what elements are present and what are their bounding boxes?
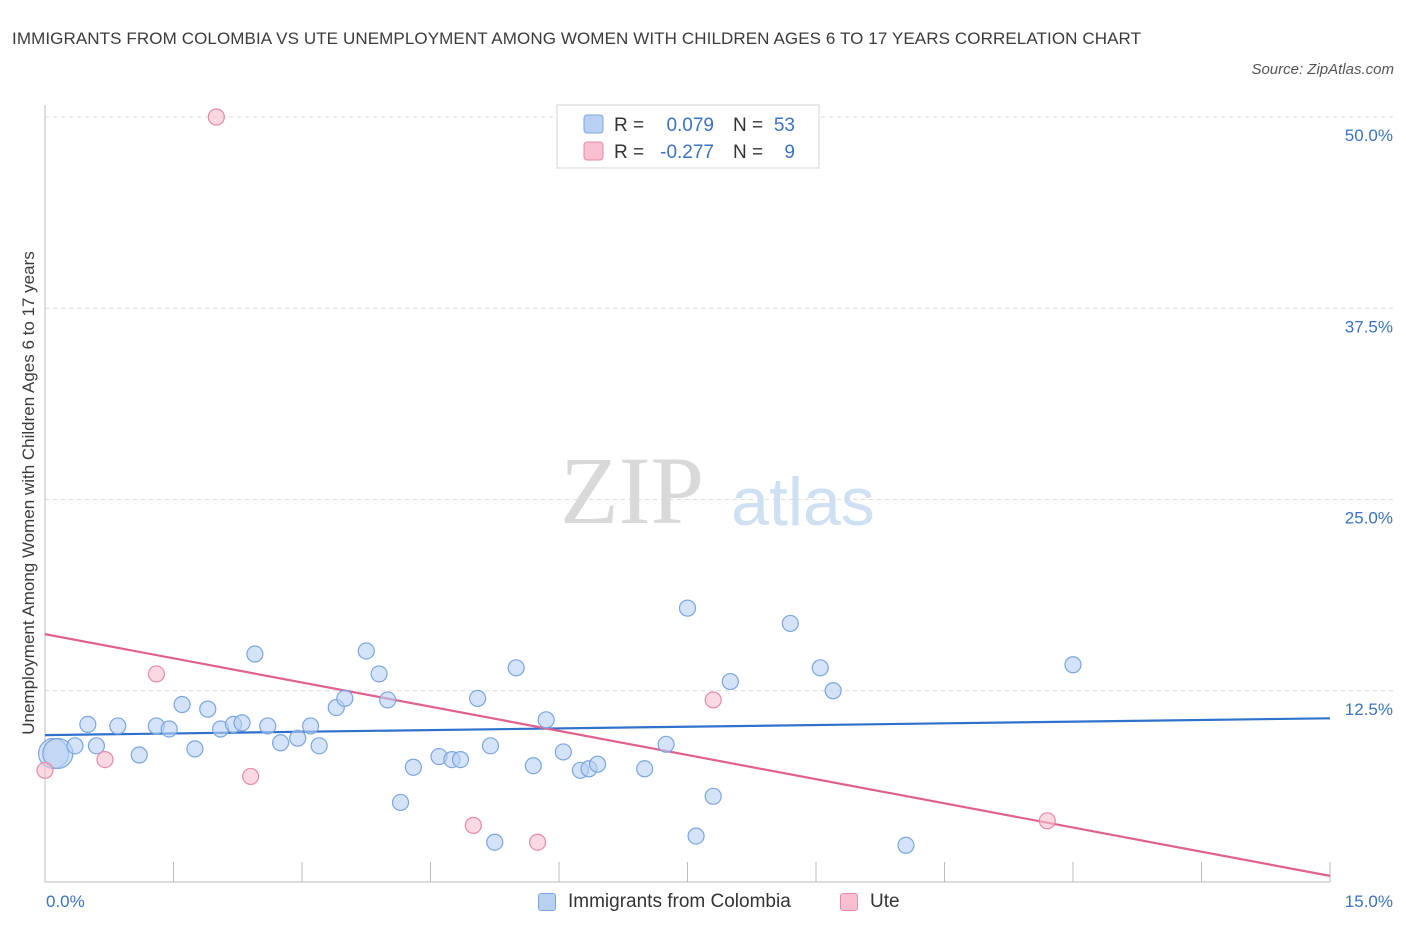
point-blue-16: [259, 717, 277, 735]
data-points: [36, 108, 1082, 854]
point-blue-43: [678, 599, 697, 617]
legend-r-value-blue: 0.079: [666, 115, 714, 136]
legend-r-label-pink: R =: [614, 142, 644, 163]
point-pink-4: [242, 767, 260, 786]
legend-n-label-pink: N =: [733, 142, 763, 163]
point-pink-5: [464, 816, 482, 834]
point-blue-49: [824, 682, 842, 700]
point-blue-30: [451, 750, 470, 769]
point-blue-36: [537, 711, 555, 729]
point-blue-9: [173, 695, 191, 714]
point-blue-3: [79, 715, 97, 734]
point-blue-32: [481, 737, 500, 755]
tick-labels: 12.5% 25.0% 37.5% 50.0% 0.0% 15.0%: [46, 126, 1393, 911]
legend-r-value-pink: -0.277: [660, 142, 714, 163]
point-blue-40: [588, 755, 607, 773]
y-tick-label-3: 50.0%: [1345, 126, 1393, 145]
legend-label-colombia: Immigrants from Colombia: [568, 891, 791, 912]
correlation-legend: R = 0.079 N = 53 R = -0.277 N = 9: [556, 104, 820, 169]
point-blue-14: [233, 714, 251, 732]
point-blue-6: [130, 746, 148, 764]
point-blue-50: [897, 836, 915, 854]
chart-source: Source: ZipAtlas.com: [1251, 61, 1394, 78]
point-blue-4: [87, 737, 106, 755]
point-blue-15: [246, 645, 264, 663]
chart-title: IMMIGRANTS FROM COLOMBIA VS UTE UNEMPLOY…: [12, 29, 1142, 48]
point-blue-22: [336, 689, 354, 708]
point-blue-44: [687, 827, 705, 845]
point-blue-10: [186, 740, 204, 758]
point-blue-20: [310, 737, 328, 755]
y-tick-label-2: 37.5%: [1345, 317, 1393, 336]
point-blue-27: [404, 758, 422, 776]
point-pink-6: [528, 833, 547, 851]
trend-lines: [44, 633, 1331, 877]
legend-swatch-blue: [583, 114, 604, 134]
point-pink-8: [1038, 812, 1056, 830]
point-blue-8: [160, 720, 178, 738]
legend-item-ute[interactable]: Ute: [840, 888, 900, 916]
point-blue-11: [199, 700, 217, 718]
point-blue-51: [1064, 656, 1082, 674]
watermark-zip: ZIP: [560, 437, 704, 544]
trend-line-pink: [44, 633, 1331, 877]
point-blue-23: [357, 642, 375, 660]
watermark: ZIP atlas: [560, 437, 875, 544]
point-blue-24: [370, 665, 388, 683]
grid-lines: [45, 116, 1395, 692]
legend-swatch-pink: [583, 141, 604, 161]
point-blue-31: [469, 689, 487, 708]
point-blue-42: [657, 735, 675, 753]
legend-item-colombia[interactable]: Immigrants from Colombia: [538, 888, 791, 916]
point-blue-5: [109, 717, 127, 735]
point-blue-17: [271, 734, 290, 752]
legend-n-label-blue: N =: [733, 115, 763, 136]
point-blue-47: [781, 614, 799, 633]
point-pink-1: [96, 750, 114, 769]
point-blue-45: [704, 787, 722, 805]
point-blue-41: [636, 760, 654, 778]
point-blue-46: [721, 672, 739, 691]
point-blue-48: [811, 659, 829, 677]
trend-line-blue: [44, 717, 1331, 737]
point-blue-2: [66, 737, 84, 755]
point-blue-34: [507, 659, 525, 677]
x-tick-label-0: 0.0%: [46, 892, 85, 911]
point-pink-2: [147, 665, 165, 683]
legend-n-value-blue: 53: [774, 115, 795, 136]
point-blue-19: [301, 717, 320, 735]
y-tick-label-1: 25.0%: [1345, 509, 1393, 528]
point-blue-37: [554, 743, 572, 761]
legend-n-value-pink: 9: [784, 142, 795, 163]
point-pink-0: [36, 761, 54, 779]
y-tick-label-0: 12.5%: [1345, 700, 1393, 719]
legend-r-label-blue: R =: [614, 115, 644, 136]
legend-label-ute: Ute: [870, 891, 900, 912]
point-blue-35: [524, 757, 542, 775]
legend-swatch-ute: [840, 893, 858, 911]
point-blue-25: [379, 691, 397, 709]
point-blue-26: [391, 793, 410, 812]
y-axis-label: Unemployment Among Women with Children A…: [19, 251, 38, 735]
legend-swatch-colombia: [538, 893, 556, 911]
point-pink-7: [704, 691, 722, 709]
point-blue-33: [486, 833, 504, 851]
x-tick-label-1: 15.0%: [1345, 892, 1393, 911]
point-blue-18: [289, 729, 307, 747]
point-pink-3: [207, 108, 225, 126]
watermark-atlas: atlas: [731, 464, 875, 540]
